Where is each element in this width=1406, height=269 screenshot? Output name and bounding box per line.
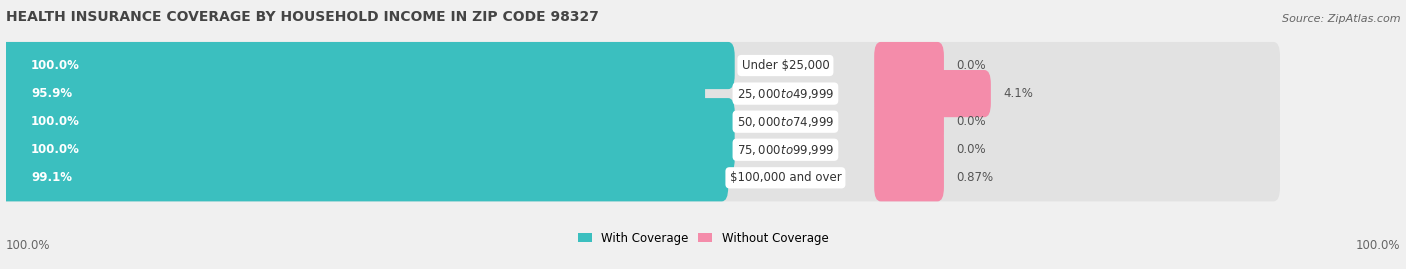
FancyBboxPatch shape — [0, 70, 704, 117]
Text: $25,000 to $49,999: $25,000 to $49,999 — [737, 87, 834, 101]
Text: 95.9%: 95.9% — [31, 87, 72, 100]
Text: HEALTH INSURANCE COVERAGE BY HOUSEHOLD INCOME IN ZIP CODE 98327: HEALTH INSURANCE COVERAGE BY HOUSEHOLD I… — [6, 10, 599, 24]
FancyBboxPatch shape — [0, 98, 1279, 145]
FancyBboxPatch shape — [875, 154, 943, 201]
Text: Source: ZipAtlas.com: Source: ZipAtlas.com — [1282, 14, 1400, 24]
FancyBboxPatch shape — [0, 42, 1279, 89]
Text: 100.0%: 100.0% — [31, 143, 80, 156]
Text: 4.1%: 4.1% — [1004, 87, 1033, 100]
Text: $50,000 to $74,999: $50,000 to $74,999 — [737, 115, 834, 129]
Text: 0.0%: 0.0% — [956, 143, 986, 156]
Text: 0.0%: 0.0% — [956, 115, 986, 128]
FancyBboxPatch shape — [0, 42, 735, 89]
Legend: With Coverage, Without Coverage: With Coverage, Without Coverage — [572, 227, 834, 249]
FancyBboxPatch shape — [875, 42, 943, 89]
FancyBboxPatch shape — [0, 154, 728, 201]
FancyBboxPatch shape — [0, 126, 1279, 173]
Text: 99.1%: 99.1% — [31, 171, 72, 184]
Text: $75,000 to $99,999: $75,000 to $99,999 — [737, 143, 834, 157]
Text: 0.87%: 0.87% — [956, 171, 994, 184]
FancyBboxPatch shape — [0, 70, 1279, 117]
Text: 0.0%: 0.0% — [956, 59, 986, 72]
FancyBboxPatch shape — [0, 126, 735, 173]
FancyBboxPatch shape — [875, 126, 943, 173]
Text: 100.0%: 100.0% — [31, 59, 80, 72]
Text: 100.0%: 100.0% — [31, 115, 80, 128]
FancyBboxPatch shape — [875, 70, 991, 117]
FancyBboxPatch shape — [0, 98, 735, 145]
Text: Under $25,000: Under $25,000 — [741, 59, 830, 72]
Text: 100.0%: 100.0% — [1355, 239, 1400, 252]
Text: 100.0%: 100.0% — [6, 239, 51, 252]
Text: $100,000 and over: $100,000 and over — [730, 171, 841, 184]
FancyBboxPatch shape — [0, 154, 1279, 201]
FancyBboxPatch shape — [875, 98, 943, 145]
